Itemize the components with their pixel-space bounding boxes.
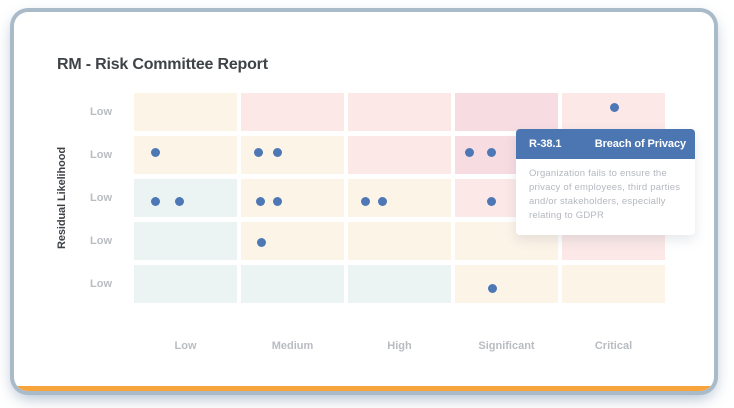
risk-dot[interactable] (253, 147, 263, 157)
y-axis-label: Low (90, 192, 112, 204)
matrix-cell (348, 265, 451, 303)
risk-dot[interactable] (360, 196, 370, 206)
report-card: RM - Risk Committee Report Residual Like… (14, 12, 714, 391)
matrix-cell (134, 222, 237, 260)
risk-id: R-38.1 (529, 138, 562, 150)
risk-dot[interactable] (464, 147, 474, 157)
matrix-cell (348, 136, 451, 174)
x-axis-label: Significant (478, 340, 535, 352)
y-axis-label: Low (90, 149, 112, 161)
card-accent-bar (14, 386, 714, 391)
risk-dot[interactable] (272, 147, 282, 157)
risk-tooltip: R-38.1 Breach of Privacy Organization fa… (516, 129, 695, 235)
x-axis-label: Medium (271, 340, 314, 352)
y-axis-label: Low (90, 235, 112, 247)
matrix-cell (455, 93, 558, 131)
matrix-cell (134, 93, 237, 131)
matrix-cell (562, 93, 665, 131)
risk-dot[interactable] (174, 196, 184, 206)
risk-tooltip-header: R-38.1 Breach of Privacy (516, 129, 695, 159)
matrix-cell (241, 93, 344, 131)
page-title: RM - Risk Committee Report (57, 55, 268, 73)
risk-dot[interactable] (272, 196, 282, 206)
matrix-cell (562, 265, 665, 303)
x-axis-label: Critical (594, 340, 633, 352)
risk-dot[interactable] (609, 102, 619, 112)
matrix-cell (134, 179, 237, 217)
y-axis-label: Low (90, 278, 112, 290)
risk-dot[interactable] (150, 147, 160, 157)
risk-dot[interactable] (486, 147, 496, 157)
risk-dot[interactable] (487, 283, 497, 293)
risk-dot[interactable] (150, 196, 160, 206)
risk-dot[interactable] (256, 237, 266, 247)
risk-title: Breach of Privacy (594, 138, 686, 150)
matrix-cell (134, 265, 237, 303)
risk-dot[interactable] (255, 196, 265, 206)
x-axis-label: High (387, 340, 412, 352)
risk-dot[interactable] (377, 196, 387, 206)
risk-dot[interactable] (486, 196, 496, 206)
risk-tooltip-description: Organization fails to ensure the privacy… (516, 159, 695, 235)
matrix-cell (348, 93, 451, 131)
y-axis-label: Low (90, 106, 112, 118)
matrix-cell (348, 222, 451, 260)
matrix-cell (134, 136, 237, 174)
x-axis-labels: Low Medium High Significant Critical (134, 340, 665, 352)
x-axis-label: Low (174, 340, 197, 352)
matrix-cell (241, 265, 344, 303)
matrix-cell (455, 265, 558, 303)
